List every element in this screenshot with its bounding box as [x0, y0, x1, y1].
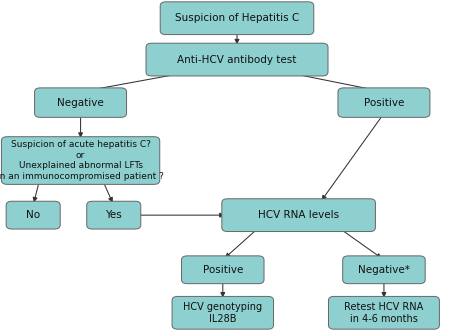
Text: Anti-HCV antibody test: Anti-HCV antibody test	[177, 55, 297, 65]
FancyBboxPatch shape	[328, 297, 439, 329]
Text: Suspicion of acute hepatitis C?
or
Unexplained abnormal LFTs
in an immunocomprom: Suspicion of acute hepatitis C? or Unexp…	[0, 140, 164, 181]
FancyBboxPatch shape	[343, 256, 425, 284]
FancyBboxPatch shape	[87, 201, 141, 229]
Text: Negative: Negative	[57, 98, 104, 108]
Text: No: No	[26, 210, 40, 220]
FancyBboxPatch shape	[338, 88, 430, 118]
FancyBboxPatch shape	[1, 137, 160, 184]
FancyBboxPatch shape	[35, 88, 127, 118]
Text: HCV RNA levels: HCV RNA levels	[258, 210, 339, 220]
FancyBboxPatch shape	[146, 43, 328, 76]
Text: Positive: Positive	[364, 98, 404, 108]
FancyBboxPatch shape	[222, 199, 375, 232]
FancyBboxPatch shape	[160, 2, 314, 34]
Text: HCV genotyping
IL28B: HCV genotyping IL28B	[183, 302, 262, 324]
Text: Suspicion of Hepatitis C: Suspicion of Hepatitis C	[175, 13, 299, 23]
FancyBboxPatch shape	[172, 297, 273, 329]
Text: Yes: Yes	[105, 210, 122, 220]
FancyBboxPatch shape	[182, 256, 264, 284]
Text: Retest HCV RNA
in 4-6 months: Retest HCV RNA in 4-6 months	[344, 302, 424, 324]
FancyBboxPatch shape	[6, 201, 60, 229]
Text: Negative*: Negative*	[358, 265, 410, 275]
Text: Positive: Positive	[202, 265, 243, 275]
